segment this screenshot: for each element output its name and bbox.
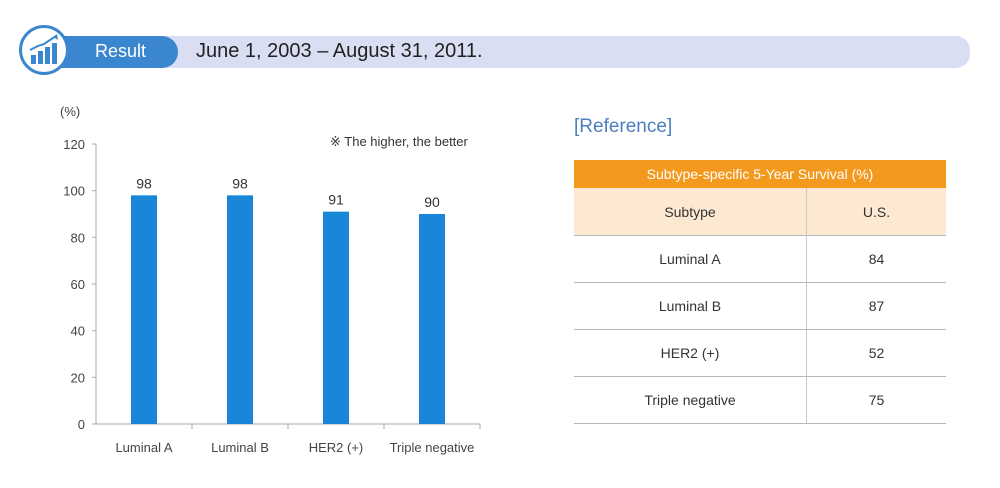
reference-title: [Reference] (574, 116, 673, 137)
result-label: Result (95, 41, 147, 61)
bar (323, 211, 349, 424)
y-tick-label: 0 (78, 417, 85, 432)
subtype-cell: Luminal A (574, 235, 807, 283)
us-value-cell: 84 (806, 235, 946, 283)
table-row: HER2 (+) 52 (574, 329, 946, 377)
x-category-label: Luminal A (115, 440, 172, 455)
y-tick-label: 40 (71, 324, 85, 339)
column-header-subtype: Subtype (574, 188, 807, 236)
bar-value-label: 98 (136, 175, 152, 191)
subtype-cell: Luminal B (574, 282, 807, 330)
y-tick-label: 120 (63, 137, 85, 152)
header-bar (40, 36, 970, 68)
us-value-cell: 75 (806, 376, 946, 424)
bar (419, 214, 445, 424)
bar (131, 195, 157, 424)
table-row: Luminal B 87 (574, 282, 946, 330)
reference-caption: Subtype-specific 5-Year Survival (%) (574, 160, 946, 188)
y-tick-label: 60 (71, 277, 85, 292)
x-category-label: Triple negative (390, 440, 475, 455)
y-tick-label: 80 (71, 230, 85, 245)
table-row: Luminal A 84 (574, 235, 946, 283)
x-category-label: Luminal B (211, 440, 269, 455)
chart-labels: 98 Luminal A 98 Luminal B 91 HER2 (+) 90 Triple… (115, 175, 474, 455)
survival-bar-chart: 0 20 40 60 80 100 120 (%) 98 Luminal A 98 Luminal … (60, 104, 481, 455)
subtype-cell: HER2 (+) (574, 329, 807, 377)
growth-chart-icon (19, 25, 69, 75)
subtype-cell: Triple negative (574, 376, 807, 424)
y-tick-label: 100 (63, 184, 85, 199)
reference-table: Subtype-specific 5-Year Survival (%) Sub… (574, 160, 946, 424)
y-axis-label: (%) (60, 104, 80, 119)
chart-axes: 0 20 40 60 80 100 120 (%) (60, 104, 481, 432)
bar-value-label: 90 (424, 194, 440, 210)
bar-value-label: 98 (232, 175, 248, 191)
x-category-label: HER2 (+) (309, 440, 364, 455)
bar (227, 195, 253, 424)
chart-bars (131, 195, 445, 424)
y-tick-label: 20 (71, 370, 85, 385)
column-header-us: U.S. (806, 188, 946, 236)
us-value-cell: 52 (806, 329, 946, 377)
bar-value-label: 91 (328, 192, 344, 208)
date-range: June 1, 2003 – August 31, 2011. (196, 40, 483, 62)
us-value-cell: 87 (806, 282, 946, 330)
table-row: Triple negative 75 (574, 376, 946, 424)
chart-note: ※ The higher, the better (330, 134, 468, 149)
